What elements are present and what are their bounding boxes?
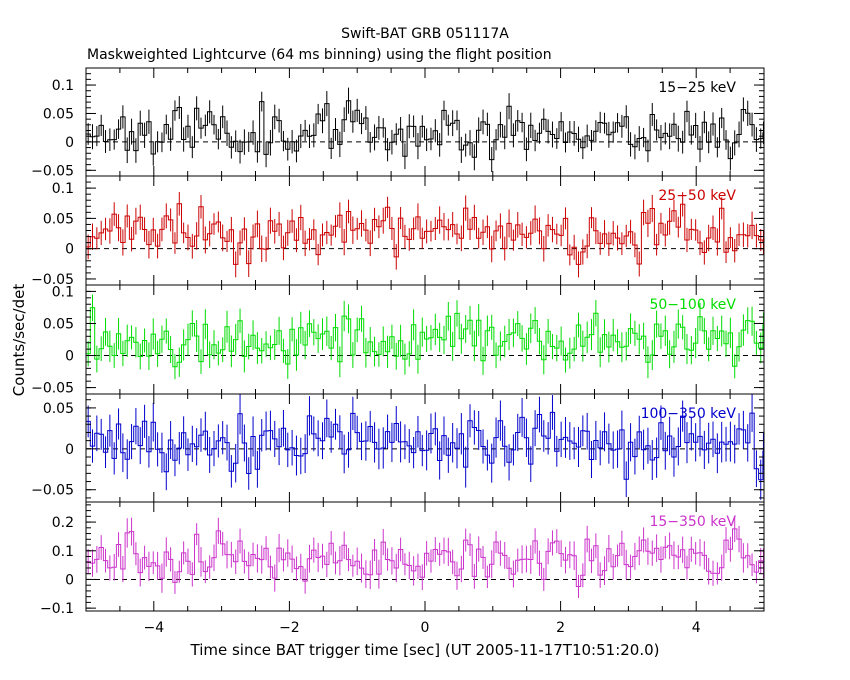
- error-bars: [87, 87, 764, 173]
- energy-band-label: 15−350 keV: [649, 514, 736, 530]
- y-tick-label: −0.05: [31, 163, 74, 179]
- y-tick-label: 0.1: [52, 284, 74, 300]
- y-axis-label: Counts/sec/det: [10, 284, 28, 397]
- panel-2: 0.1 0.05 0 −0.05 25−50 keV: [31, 175, 765, 288]
- x-tick-label: −4: [143, 620, 164, 636]
- y-tick-label: 0.1: [52, 78, 74, 94]
- y-tick-label: 0: [65, 242, 74, 258]
- energy-band-label: 25−50 keV: [658, 188, 736, 204]
- energy-band-label: 100−350 keV: [641, 406, 737, 422]
- y-tick-label: 0: [65, 442, 74, 458]
- x-tick-label: 2: [556, 620, 565, 636]
- lightcurve-series: [86, 100, 764, 161]
- y-tick-label: 0.05: [43, 211, 74, 227]
- lightcurve-series: [86, 411, 764, 481]
- panel-3: 0.1 0.05 0 −0.05 50−100 keV: [31, 284, 765, 397]
- energy-band-label: 15−25 keV: [658, 80, 736, 96]
- lightcurve-series: [86, 528, 764, 587]
- y-tick-label: 0.1: [52, 181, 74, 197]
- x-tick-label: 0: [421, 620, 430, 636]
- chart-subtitle: Maskweighted Lightcurve (64 ms binning) …: [87, 47, 552, 63]
- panel-5: 0.2 0.1 0 −0.1 15−350 keV: [40, 501, 765, 617]
- x-tick-labels: −4 −2 0 2 4: [143, 620, 700, 636]
- panels-group: 0.1 0.05 0 −0.05 15−25 keV 0.1 0.05 0 −0.05 25−50…: [31, 67, 765, 617]
- y-tick-label: −0.05: [31, 272, 74, 288]
- x-tick-label: 4: [692, 620, 701, 636]
- y-tick-label: 0.05: [43, 401, 74, 417]
- y-tick-label: −0.05: [31, 483, 74, 499]
- y-tick-label: 0.05: [43, 106, 74, 122]
- lightcurve-series: [86, 307, 764, 368]
- panel-4: 0.05 0 −0.05 100−350 keV: [31, 393, 765, 503]
- y-tick-label: 0: [65, 572, 74, 588]
- error-bars: [87, 192, 764, 278]
- x-tick-label: −2: [279, 620, 300, 636]
- x-axis-label: Time since BAT trigger time [sec] (UT 20…: [190, 641, 660, 659]
- y-tick-label: 0: [65, 135, 74, 151]
- y-tick-label: 0.2: [52, 515, 74, 531]
- y-tick-label: 0: [65, 349, 74, 365]
- energy-band-label: 50−100 keV: [649, 297, 736, 313]
- panel-1: 0.1 0.05 0 −0.05 15−25 keV: [31, 67, 765, 179]
- chart-title: Swift-BAT GRB 051117A: [341, 26, 509, 42]
- lightcurve-series: [86, 203, 764, 265]
- y-tick-label: 0.1: [52, 544, 74, 560]
- y-tick-label: −0.05: [31, 381, 74, 397]
- y-tick-label: −0.1: [40, 601, 74, 617]
- y-tick-label: 0.05: [43, 316, 74, 332]
